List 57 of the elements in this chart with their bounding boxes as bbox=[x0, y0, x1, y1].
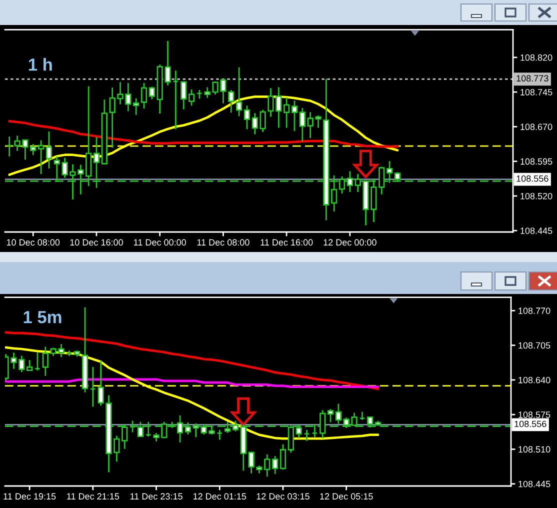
text: 1 5m bbox=[24, 311, 62, 324]
x-tick-label: 11 Dec 00:00 bbox=[134, 239, 186, 246]
x-tick-label: 11 Dec 16:00 bbox=[260, 239, 313, 246]
y-tick-label: 108.520 bbox=[520, 192, 552, 200]
y-tick-label: 108.745 bbox=[520, 89, 552, 96]
line-series bbox=[5, 331, 380, 390]
x-tick-label: 12 Dec 01:15 bbox=[193, 493, 246, 500]
candlestick bbox=[148, 86, 155, 100]
line-series bbox=[5, 378, 380, 388]
candlestick bbox=[38, 140, 44, 174]
x-tick-label: 12 Dec 03:15 bbox=[256, 493, 310, 500]
y-tick-label: 108.770 bbox=[518, 308, 550, 314]
candlestick bbox=[172, 70, 179, 130]
candlestick bbox=[244, 106, 250, 130]
y-tick-label: 108.595 bbox=[520, 158, 552, 165]
candlestick bbox=[133, 98, 140, 115]
candlestick bbox=[359, 412, 366, 420]
x-tick-label: 11 Dec 08:00 bbox=[197, 239, 250, 246]
candlestick bbox=[140, 83, 148, 108]
candlestick bbox=[291, 100, 298, 132]
y-tick-label: 108.445 bbox=[520, 228, 552, 234]
x-tick-label: 12 Dec 00:00 bbox=[324, 239, 376, 246]
candlestick bbox=[188, 90, 195, 106]
candlestick bbox=[6, 136, 12, 156]
x-tick-label: 12 Dec 05:15 bbox=[320, 493, 373, 500]
x-tick-label: 11 Dec 19:15 bbox=[4, 493, 56, 500]
y-tick-label: 108.820 bbox=[520, 54, 552, 61]
line-series bbox=[8, 120, 399, 148]
y-tick-label: 108.575 bbox=[518, 412, 550, 418]
text: 1 h bbox=[28, 58, 52, 71]
ref-line-label: 108.773 bbox=[516, 75, 548, 82]
candlestick bbox=[26, 360, 33, 372]
candlestick bbox=[46, 132, 52, 168]
candlestick bbox=[299, 108, 306, 142]
candlestick bbox=[66, 350, 72, 356]
candlestick bbox=[272, 456, 278, 474]
candlestick bbox=[327, 409, 334, 422]
x-tick-label: 10 Dec 16:00 bbox=[70, 239, 123, 246]
x-tick-label: 11 Dec 21:15 bbox=[67, 493, 120, 500]
y-tick-label: 108.445 bbox=[518, 480, 550, 488]
candlestick bbox=[216, 430, 223, 440]
candlestick bbox=[236, 67, 242, 116]
y-tick-label: 108.705 bbox=[518, 342, 550, 349]
candlestick bbox=[283, 97, 290, 128]
x-tick-label: 11 Dec 23:15 bbox=[130, 493, 182, 500]
candlestick bbox=[90, 366, 96, 407]
candlestick bbox=[280, 444, 286, 470]
ref-line-label: 108.556 bbox=[516, 175, 548, 182]
y-tick-label: 108.670 bbox=[520, 124, 552, 130]
ref-line-label: 108.556 bbox=[514, 420, 546, 428]
y-tick-label: 108.510 bbox=[518, 446, 550, 453]
y-tick-label: 108.640 bbox=[518, 376, 550, 384]
x-tick-label: 10 Dec 08:00 bbox=[6, 239, 60, 246]
candlestick bbox=[34, 352, 41, 370]
candlestick bbox=[196, 90, 203, 99]
candlestick bbox=[304, 430, 310, 441]
candlestick bbox=[180, 81, 187, 110]
